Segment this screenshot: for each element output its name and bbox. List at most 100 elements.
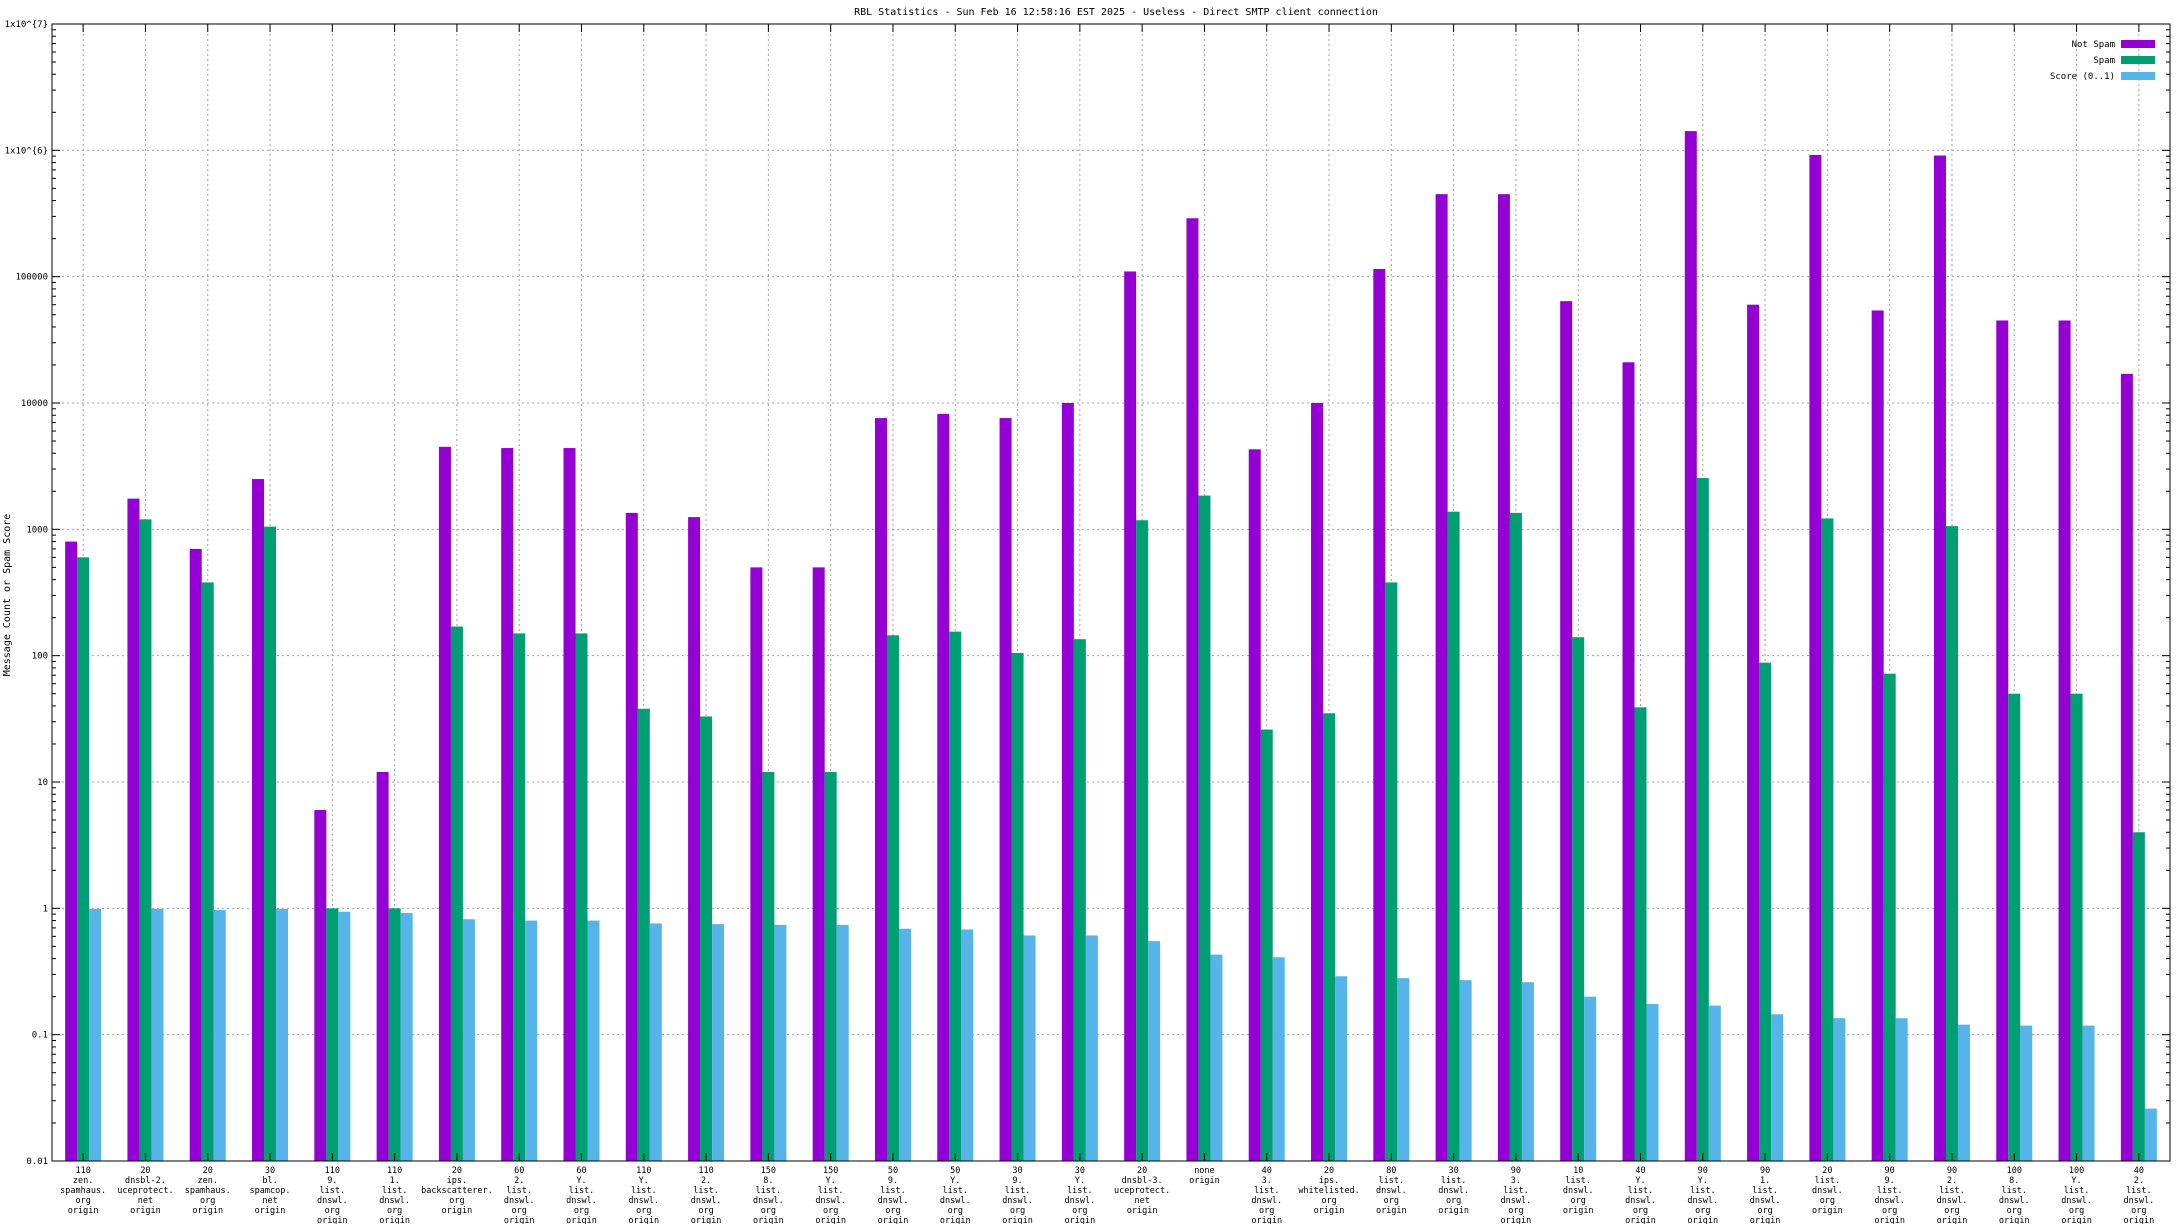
x-tick-label-line: 150 [761,1166,776,1176]
x-tick-label: 20 ips. backscatterer. org origin [421,1166,493,1216]
x-tick-label-line: origin [940,1216,971,1224]
x-tick-label-line: 110 [387,1166,402,1176]
x-tick-label-line: org [1446,1196,1461,1206]
x-tick-label-line: org [2131,1206,2146,1216]
bar-score-0-1 [1521,982,1534,1161]
x-tick-label-line: 60 [514,1166,524,1176]
x-tick-label-line: dnswl. [504,1196,535,1206]
x-tick-label-line: 9. [1885,1176,1895,1186]
x-tick-label-line: list. [1067,1186,1093,1196]
bar-score-0-1 [1397,978,1410,1161]
x-tick-label-line: 110 [75,1166,90,1176]
x-tick-label-line: origin [1064,1216,1095,1224]
x-tick-label-line: origin [566,1216,597,1224]
x-tick-label-line: org [1944,1206,1959,1216]
y-tick-label: 1x10^{6} [5,146,48,156]
bar-spam [326,908,339,1161]
x-tick-label: none origin [1189,1166,1220,1186]
x-tick-label: 110 9. list. dnswl. org origin [317,1166,348,1224]
x-tick-label-line: org [761,1206,776,1216]
bar-spam [1447,511,1460,1161]
x-tick-label-line: org [449,1196,464,1206]
x-tick-label-line: org [1695,1206,1710,1216]
x-tick-label-line: org [2069,1206,2084,1216]
bar-spam [1696,477,1709,1161]
x-tick-label-line: dnswl. [1812,1186,1843,1196]
bar-score-0-1 [1459,980,1472,1161]
x-tick-label-line: list. [1752,1186,1778,1196]
x-tick-label-line: 40 [2134,1166,2144,1176]
x-tick-label-line: list. [506,1186,532,1196]
y-tick-label: 100000 [15,273,48,283]
bar-score-0-1 [1771,1014,1784,1161]
bar-score-0-1 [1584,996,1597,1161]
bar-not-spam [2058,320,2071,1161]
x-tick-label-line: 1. [389,1176,399,1186]
gridlines [52,24,2170,1161]
bar-spam [513,633,526,1161]
x-tick-label-line: list. [1254,1186,1280,1196]
x-tick-label-line: dnswl. [1438,1186,1469,1196]
bar-score-0-1 [400,912,413,1161]
x-tick-label-line: 20 [203,1166,213,1176]
y-tick-label: 10000 [21,399,48,409]
bar-score-0-1 [587,920,600,1161]
bar-not-spam [688,517,701,1161]
bar-not-spam [127,498,140,1161]
bar-not-spam [1747,304,1760,1161]
x-tick-label-line: Y. [950,1176,960,1186]
x-tick-label: 90 Y. list. dnswl. org origin [1687,1166,1718,1224]
x-tick-label-line: dnswl. [2123,1196,2154,1206]
bar-score-0-1 [338,911,351,1161]
bar-not-spam [2120,373,2133,1162]
x-tick-label: 110 zen. spamhaus. org origin [60,1166,106,1216]
x-tick-label-line: dnswl. [815,1196,846,1206]
x-tick-label-line: org [574,1206,589,1216]
x-tick-label-line: zen. [73,1176,93,1186]
x-tick-label: 90 9. list. dnswl. org origin [1874,1166,1905,1224]
bar-score-0-1 [525,920,538,1161]
x-tick-label-line: list. [1379,1176,1405,1186]
bar-not-spam [1311,403,1324,1161]
x-tick-label-line: 20 [452,1166,462,1176]
x-tick-label: 60 2. list. dnswl. org origin [504,1166,535,1224]
bar-score-0-1 [2082,1025,2095,1161]
x-tick-label: 10 list. dnswl. org origin [1563,1166,1594,1216]
bar-score-0-1 [961,929,974,1161]
x-tick-label-line: 2. [1947,1176,1957,1186]
bar-not-spam [1186,218,1199,1162]
x-tick-label: 150 8. list. dnswl. org origin [753,1166,784,1224]
x-tick-label-line: dnswl. [379,1196,410,1206]
x-tick-label-line: dnsbl-3. [1122,1176,1163,1186]
bar-not-spam [1061,403,1074,1161]
x-tick-label-line: origin [1002,1216,1033,1224]
x-tick-label: 90 1. list. dnswl. org origin [1750,1166,1781,1224]
x-tick-label-line: 1. [1760,1176,1770,1186]
y-tick-label: 1000 [26,525,48,535]
x-tick-label-line: dnswl. [317,1196,348,1206]
x-tick-label-line: Y. [2071,1176,2081,1186]
bar-spam [1323,713,1336,1161]
x-tick-label-line: list. [1690,1186,1716,1196]
legend-swatch [2121,40,2155,48]
x-tick-label-line: list. [2001,1186,2027,1196]
bar-score-0-1 [712,924,725,1161]
bar-score-0-1 [649,923,662,1161]
x-tick-label-line: 90 [1947,1166,1957,1176]
bar-spam [1260,729,1273,1161]
x-tick-label-line: origin [1501,1216,1532,1224]
y-tick-label: 1 [43,904,48,914]
x-tick-label-line: 30 [1012,1166,1022,1176]
x-tick-label: 50 Y. list. dnswl. org origin [940,1166,971,1224]
x-tick-label-line: list. [1815,1176,1841,1186]
chart-title: RBL Statistics - Sun Feb 16 12:58:16 EST… [854,7,1378,18]
x-tick-label-line: origin [1999,1216,2030,1224]
x-tick-label-line: spamhaus. [60,1186,106,1196]
bar-spam [1385,582,1398,1161]
x-tick-label-line: 110 [698,1166,713,1176]
y-tick-label: 100 [32,652,48,662]
x-tick-label-line: origin [1563,1206,1594,1216]
x-tick-label-line: 90 [1511,1166,1521,1176]
